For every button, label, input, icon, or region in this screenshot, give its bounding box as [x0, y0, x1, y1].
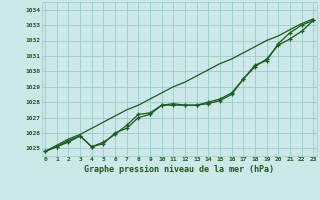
X-axis label: Graphe pression niveau de la mer (hPa): Graphe pression niveau de la mer (hPa) — [84, 165, 274, 174]
